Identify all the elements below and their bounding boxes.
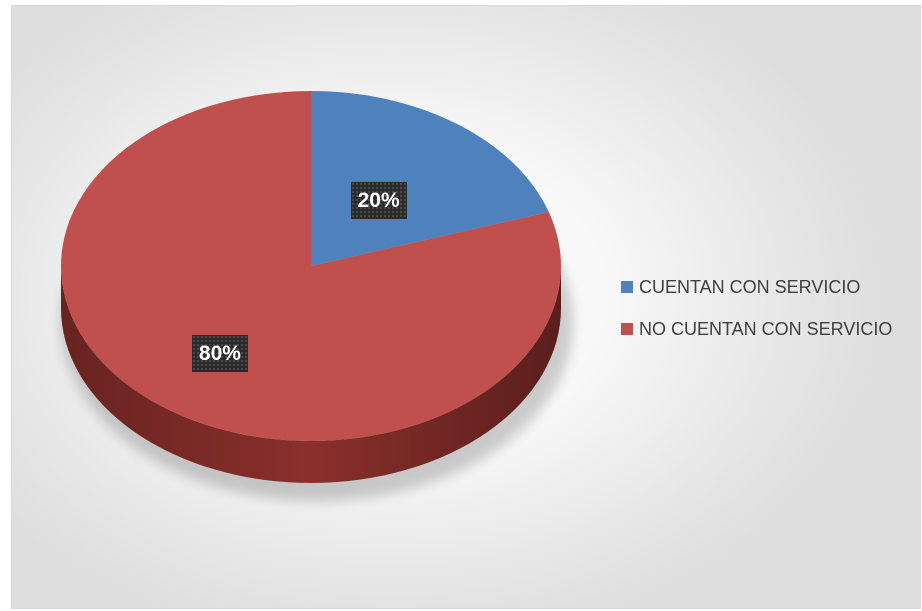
chart-area: 20% 80% CUENTAN CON SERVICIO NO CUENTAN … [11, 5, 921, 609]
data-label-no-cuentan: 80% [191, 335, 248, 373]
legend-swatch-red [621, 323, 633, 335]
pie-chart [61, 91, 573, 501]
pie-slice-cuentan [311, 91, 549, 266]
legend-swatch-blue [621, 281, 633, 293]
legend-item-cuentan: CUENTAN CON SERVICIO [621, 276, 892, 298]
legend-item-no-cuentan: NO CUENTAN CON SERVICIO [621, 318, 892, 340]
legend-label-no-cuentan: NO CUENTAN CON SERVICIO [639, 318, 893, 339]
data-label-cuentan: 20% [350, 182, 407, 220]
pie-slice-no-cuentan-side-shade [61, 266, 561, 483]
pie-slice-no-cuentan [61, 91, 561, 441]
legend: CUENTAN CON SERVICIO NO CUENTAN CON SERV… [621, 276, 892, 360]
legend-label-cuentan: CUENTAN CON SERVICIO [639, 276, 861, 297]
